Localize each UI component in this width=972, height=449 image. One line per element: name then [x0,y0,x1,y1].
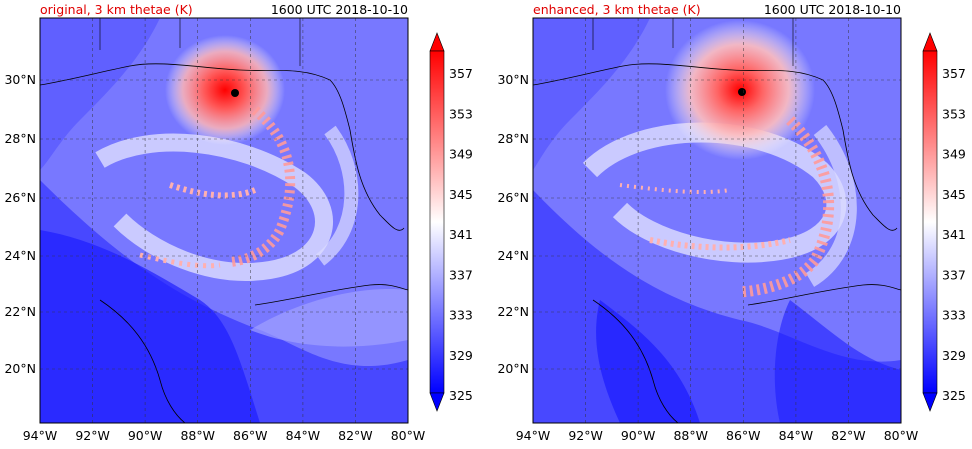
colorbar-tick-label: 357 [449,66,473,81]
y-tick-labels: 20°N 22°N 24°N 26°N 28°N 30°N [497,72,529,376]
x-tick-label: 92°W [75,428,110,443]
colorbar-tick-label: 325 [449,388,473,403]
colorbar-tick-label: 329 [449,348,473,363]
colorbar-tick-label: 349 [942,147,966,162]
y-tick-label: 26°N [4,190,36,205]
panel-enhanced: enhanced, 3 km thetae (K) 1600 UTC 2018-… [497,2,965,443]
x-tick-label: 88°W [673,428,708,443]
x-tick-label: 82°W [831,428,866,443]
x-tick-label: 82°W [338,428,373,443]
field-map [533,18,901,423]
colorbar: 325 329 333 337 341 345 349 353 357 [922,32,966,412]
colorbar: 325 329 333 337 341 345 349 353 357 [429,32,473,412]
x-tick-label: 84°W [286,428,321,443]
x-tick-label: 94°W [23,428,58,443]
colorbar-extend-top [429,32,445,52]
x-tick-label: 80°W [391,428,426,443]
y-tick-label: 20°N [4,361,36,376]
x-tick-label: 84°W [779,428,814,443]
colorbar-bar [922,50,938,394]
colorbar-tick-label: 341 [449,227,473,242]
colorbar-tick-label: 329 [942,348,966,363]
colorbar-extend-bottom [429,392,445,412]
colorbar-tick-label: 357 [942,66,966,81]
colorbar-tick-label: 341 [942,227,966,242]
colorbar-tick-label: 353 [942,106,966,121]
panel-title: enhanced, 3 km thetae (K) [533,2,701,17]
x-tick-label: 86°W [726,428,761,443]
x-tick-label: 92°W [568,428,603,443]
y-tick-label: 30°N [497,72,529,87]
x-tick-label: 90°W [128,428,163,443]
storm-eye-marker [231,89,239,97]
y-tick-label: 28°N [497,131,529,146]
field-map [40,18,408,423]
y-tick-label: 24°N [4,248,36,263]
y-tick-label: 22°N [4,304,36,319]
y-tick-label: 24°N [497,248,529,263]
colorbar-bar [429,50,445,394]
colorbar-tick-label: 345 [942,187,966,202]
x-tick-label: 86°W [233,428,268,443]
y-tick-labels: 20°N 22°N 24°N 26°N 28°N 30°N [4,72,36,376]
colorbar-extend-bottom [922,392,938,412]
x-tick-labels: 94°W 92°W 90°W 88°W 86°W 84°W 82°W 80°W [23,428,426,443]
colorbar-tick-label: 337 [942,267,966,282]
y-tick-label: 22°N [497,304,529,319]
x-tick-label: 80°W [884,428,919,443]
x-tick-labels: 94°W 92°W 90°W 88°W 86°W 84°W 82°W 80°W [516,428,919,443]
colorbar-extend-top [922,32,938,52]
panel-title: original, 3 km thetae (K) [40,2,193,17]
x-tick-label: 90°W [621,428,656,443]
axes-frame [39,17,409,424]
y-tick-label: 30°N [4,72,36,87]
y-tick-label: 20°N [497,361,529,376]
colorbar-tick-label: 349 [449,147,473,162]
y-tick-label: 28°N [4,131,36,146]
panel-time-label: 1600 UTC 2018-10-10 [764,2,901,17]
x-tick-label: 94°W [516,428,551,443]
x-tick-label: 88°W [180,428,215,443]
axes-frame [532,17,902,424]
colorbar-tick-label: 333 [449,308,473,323]
storm-eye-marker [738,88,746,96]
panel-time-label: 1600 UTC 2018-10-10 [271,2,408,17]
colorbar-tick-label: 325 [942,388,966,403]
colorbar-tick-label: 333 [942,308,966,323]
panel-original: original, 3 km thetae (K) 1600 UTC 2018-… [4,2,472,443]
colorbar-tick-label: 337 [449,267,473,282]
colorbar-tick-label: 345 [449,187,473,202]
y-tick-label: 26°N [497,190,529,205]
colorbar-tick-label: 353 [449,106,473,121]
